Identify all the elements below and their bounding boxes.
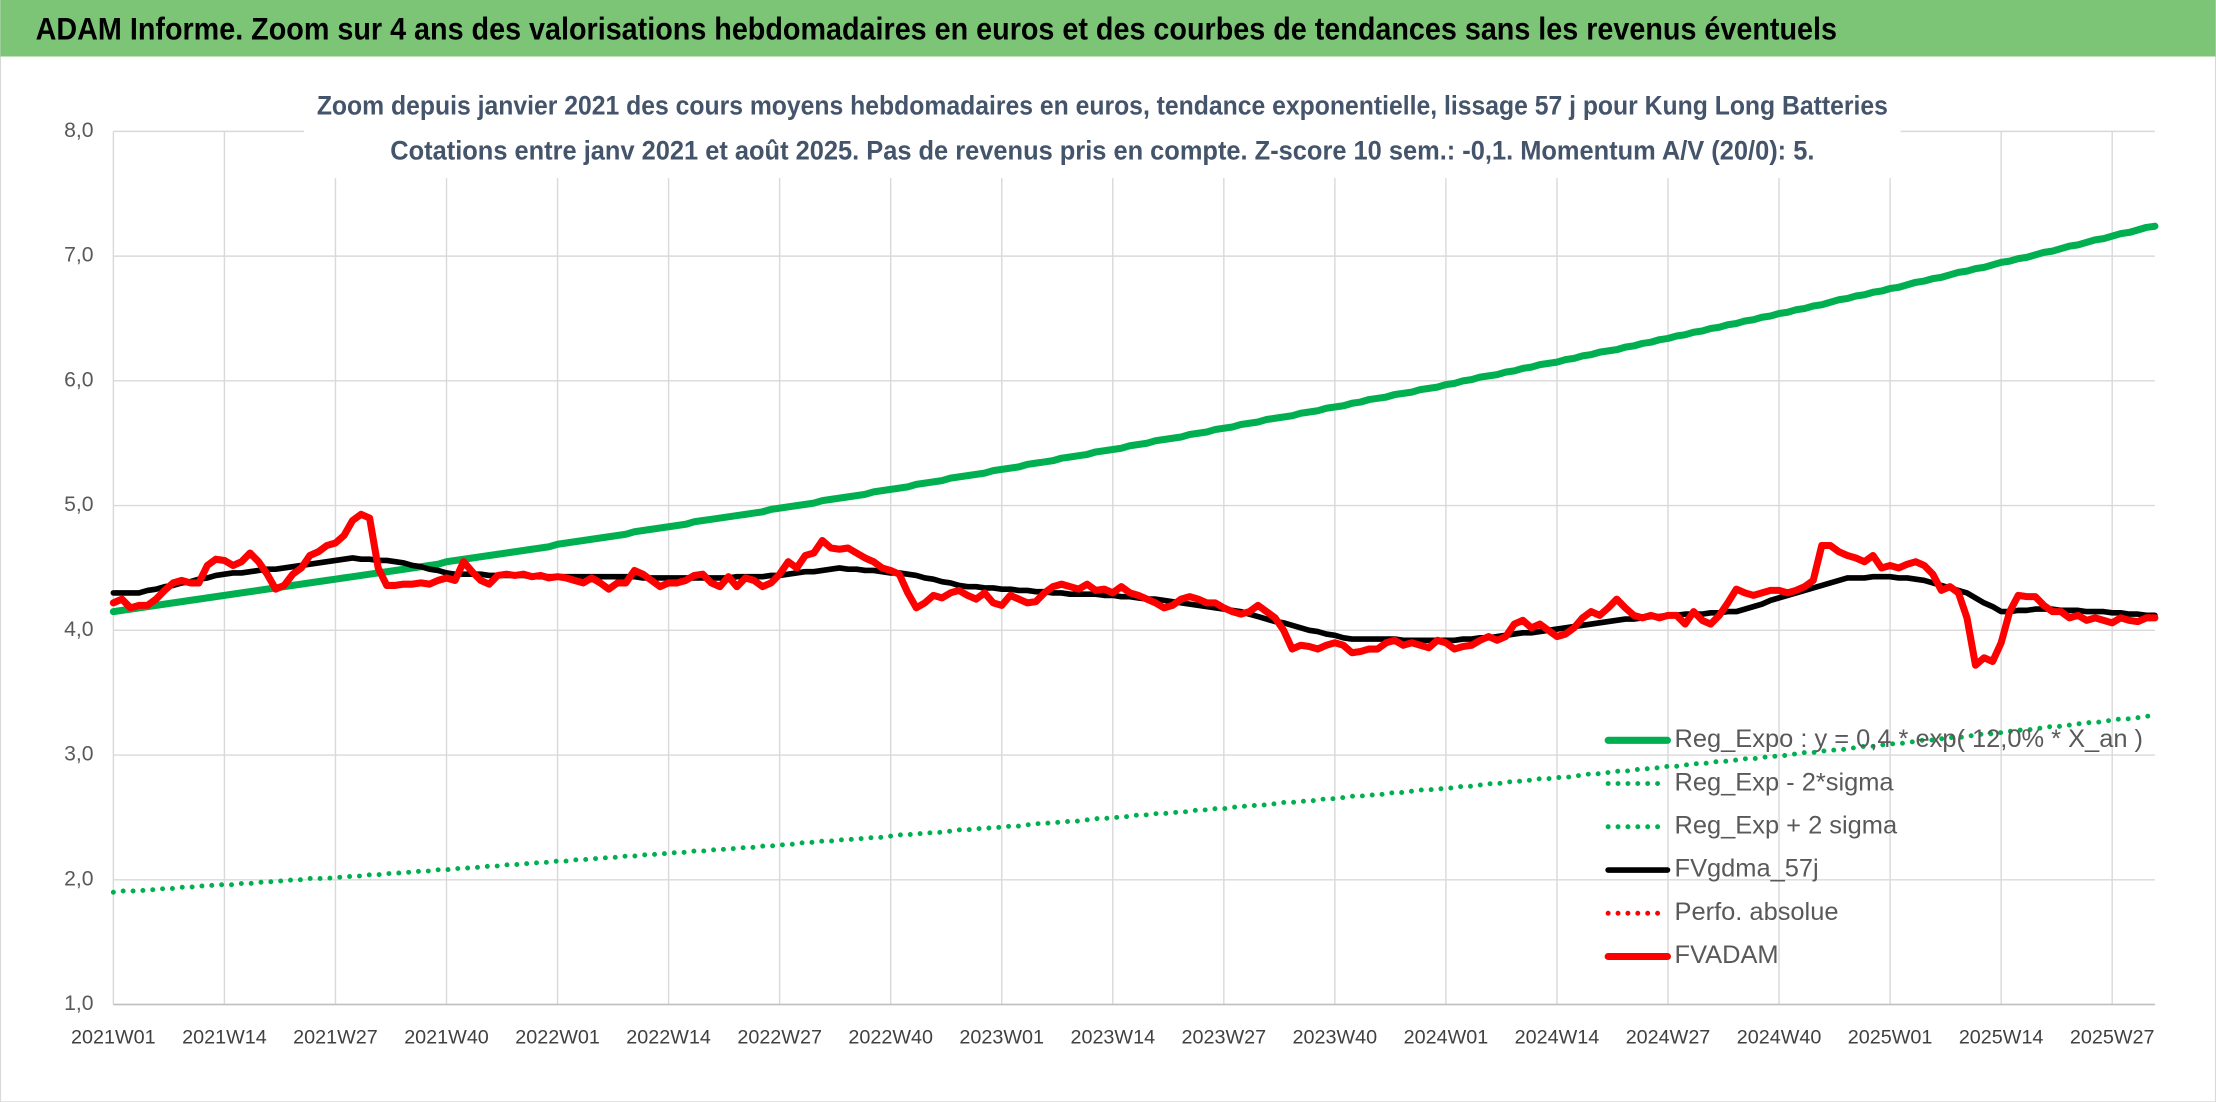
x-tick-label: 2023W14 [1070, 1027, 1155, 1049]
x-tick-label: 2022W01 [515, 1027, 600, 1049]
legend-label: Reg_Exp - 2*sigma [1675, 768, 1895, 796]
y-tick-label: 3,0 [64, 743, 93, 766]
legend-label: FVgdma_57j [1675, 855, 1819, 883]
x-tick-label: 2021W01 [71, 1027, 156, 1049]
x-tick-label: 2025W01 [1848, 1027, 1933, 1049]
y-tick-label: 5,0 [64, 493, 93, 516]
y-tick-label: 4,0 [64, 618, 93, 641]
y-tick-label: 6,0 [64, 368, 93, 391]
x-tick-label: 2024W14 [1515, 1027, 1600, 1049]
legend: Reg_Expo : y = 0,4 * exp( 12,0% * X_an )… [1604, 725, 2143, 969]
y-tick-label: 2,0 [64, 867, 93, 890]
x-tick-label: 2023W40 [1293, 1027, 1378, 1049]
x-tick-label: 2022W27 [737, 1027, 822, 1049]
x-tick-label: 2022W40 [848, 1027, 933, 1049]
series-line [109, 222, 2159, 616]
series-line [110, 712, 2158, 895]
chart-subtitle: Cotations entre janv 2021 et août 2025. … [390, 136, 1814, 166]
plot-area [109, 222, 2159, 895]
x-tick-label: 2024W01 [1404, 1027, 1489, 1049]
title-bar [0, 0, 2216, 57]
legend-label: FVADAM [1675, 941, 1779, 969]
legend-label: Perfo. absolue [1675, 898, 1839, 926]
y-tick-label: 1,0 [64, 992, 93, 1015]
x-tick-label: 2022W14 [626, 1027, 711, 1049]
x-tick-label: 2025W27 [2070, 1027, 2155, 1049]
x-tick-label: 2023W01 [959, 1027, 1044, 1049]
y-tick-label: 8,0 [64, 119, 93, 142]
axes: 1,0 2,0 3,0 4,0 5,0 6,0 7,0 8,0 2021W01 2021W14 20… [64, 119, 2155, 1049]
x-tick-label: 2025W14 [1959, 1027, 2044, 1049]
x-tick-label: 2024W27 [1626, 1027, 1711, 1049]
x-tick-label: 2023W27 [1182, 1027, 1267, 1049]
subtitle-background [304, 81, 1901, 179]
x-tick-label: 2021W14 [182, 1027, 267, 1049]
legend-label: Reg_Expo : y = 0,4 * exp( 12,0% * X_an ) [1675, 725, 2143, 753]
y-tick-label: 7,0 [64, 244, 93, 267]
x-tick-label: 2024W40 [1737, 1027, 1822, 1049]
x-tick-label: 2021W27 [293, 1027, 378, 1049]
chart-subtitle: Zoom depuis janvier 2021 des cours moyen… [317, 90, 1888, 120]
chart-title: ADAM Informe. Zoom sur 4 ans des valoris… [36, 11, 1837, 46]
legend-label: Reg_Exp + 2 sigma [1675, 812, 1898, 840]
series-line [109, 510, 2159, 669]
x-tick-label: 2021W40 [404, 1027, 489, 1049]
